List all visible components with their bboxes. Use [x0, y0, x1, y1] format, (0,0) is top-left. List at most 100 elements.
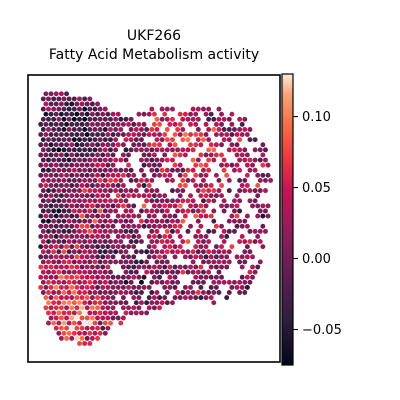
- data-point: [182, 295, 188, 301]
- data-point: [46, 167, 51, 173]
- data-point: [102, 137, 108, 143]
- data-point: [208, 254, 214, 260]
- data-point: [177, 183, 183, 188]
- data-point: [71, 106, 77, 112]
- data-point: [46, 177, 51, 183]
- data-point: [170, 157, 175, 163]
- data-point: [201, 239, 206, 245]
- data-point: [193, 142, 199, 148]
- data-point: [170, 228, 175, 234]
- data-point: [74, 203, 80, 209]
- data-point: [198, 244, 204, 250]
- data-point: [175, 167, 181, 173]
- data-point: [167, 223, 173, 229]
- data-point: [92, 279, 98, 285]
- data-point: [58, 183, 64, 188]
- data-point: [92, 259, 98, 265]
- data-point: [164, 279, 170, 285]
- data-point: [149, 228, 155, 234]
- data-point: [40, 116, 46, 122]
- data-point: [66, 239, 72, 245]
- data-point: [79, 132, 85, 138]
- data-point: [144, 147, 150, 153]
- data-point: [46, 188, 51, 194]
- data-point: [201, 208, 206, 214]
- data-point: [144, 208, 150, 214]
- data-point: [219, 203, 224, 209]
- data-point: [198, 254, 204, 260]
- data-point: [252, 228, 258, 234]
- data-point: [115, 234, 121, 239]
- data-point: [118, 228, 124, 234]
- data-point: [221, 157, 227, 163]
- data-point: [115, 132, 121, 138]
- data-point: [74, 142, 80, 148]
- data-point: [211, 198, 217, 204]
- data-point: [175, 198, 181, 204]
- data-point: [157, 254, 162, 260]
- data-point: [193, 244, 199, 250]
- data-point: [77, 310, 82, 316]
- data-point: [64, 121, 70, 127]
- data-point: [188, 193, 193, 199]
- data-point: [61, 137, 67, 143]
- data-point: [108, 177, 113, 183]
- data-point: [219, 162, 224, 168]
- data-point: [95, 101, 101, 107]
- data-point: [115, 142, 121, 148]
- chart-title: UKF266: [127, 28, 181, 44]
- data-point: [154, 167, 160, 173]
- data-point: [71, 188, 77, 194]
- data-point: [56, 300, 62, 306]
- data-point: [97, 279, 103, 285]
- data-point: [203, 254, 209, 260]
- data-point: [172, 284, 178, 290]
- data-point: [255, 203, 261, 209]
- data-point: [58, 274, 64, 280]
- data-point: [193, 264, 199, 270]
- data-point: [74, 213, 80, 219]
- data-point: [105, 183, 111, 188]
- data-point: [51, 249, 57, 255]
- data-point: [139, 290, 144, 295]
- data-point: [66, 330, 72, 336]
- data-point: [64, 234, 70, 239]
- data-point: [97, 218, 103, 224]
- data-point: [242, 239, 248, 245]
- data-point: [48, 244, 54, 250]
- data-point: [188, 223, 193, 229]
- data-point: [131, 172, 137, 178]
- data-point: [92, 228, 98, 234]
- data-point: [87, 249, 93, 255]
- data-point: [193, 274, 199, 280]
- data-point: [201, 269, 206, 275]
- data-point: [260, 152, 266, 158]
- data-point: [221, 137, 227, 143]
- data-point: [162, 234, 168, 239]
- data-point: [56, 269, 62, 275]
- data-point: [38, 284, 44, 290]
- data-point: [239, 254, 245, 260]
- data-point: [64, 305, 70, 311]
- data-point: [82, 177, 88, 183]
- data-point: [120, 193, 126, 199]
- colorbar-tick-label: −0.05: [302, 323, 342, 338]
- data-point: [234, 254, 240, 260]
- data-point: [61, 279, 67, 285]
- data-point: [56, 310, 62, 316]
- data-point: [157, 234, 162, 239]
- data-point: [206, 167, 212, 173]
- data-point: [221, 208, 227, 214]
- data-point: [180, 177, 186, 183]
- data-point: [82, 96, 88, 102]
- data-point: [146, 213, 152, 219]
- data-point: [144, 269, 150, 275]
- data-point: [206, 147, 212, 153]
- data-point: [64, 264, 70, 270]
- data-point: [87, 116, 93, 122]
- data-point: [159, 279, 165, 285]
- spot-layer: [38, 91, 274, 346]
- data-point: [79, 152, 85, 158]
- data-point: [219, 254, 224, 260]
- data-point: [175, 269, 181, 275]
